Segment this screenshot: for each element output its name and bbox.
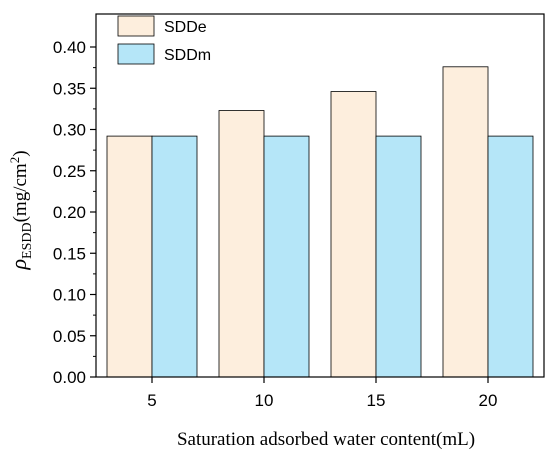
y-axis-unit-prefix: (mg/cm — [10, 163, 31, 222]
y-tick-label-0.35: 0.35 — [53, 79, 86, 98]
y-tick-label-0.05: 0.05 — [53, 327, 86, 346]
y-tick-label-0.15: 0.15 — [53, 244, 86, 263]
legend-swatch-sddm — [117, 43, 155, 65]
y-tick-label-0.00: 0.00 — [53, 368, 86, 387]
bar-sddm-5 — [151, 135, 198, 378]
y-tick-label-0.40: 0.40 — [53, 38, 86, 57]
y-tick-label-0.30: 0.30 — [53, 121, 86, 140]
bar-sddm-15 — [375, 135, 422, 378]
x-tick-label-20: 20 — [479, 391, 498, 410]
y-tick-label-0.10: 0.10 — [53, 286, 86, 305]
bars-layer — [106, 66, 534, 378]
bar-sdde-20 — [442, 66, 489, 378]
x-tick-label-15: 15 — [367, 391, 386, 410]
legend-swatch-sdde — [117, 15, 155, 37]
y-tick-label-0.25: 0.25 — [53, 162, 86, 181]
bar-sddm-20 — [487, 135, 534, 378]
legend-label-sddm: SDDm — [164, 47, 211, 64]
y-axis-unit-superscript: 2 — [7, 157, 22, 164]
bar-sdde-15 — [330, 91, 377, 378]
x-tick-label-5: 5 — [147, 391, 156, 410]
bar-sdde-5 — [106, 135, 153, 378]
y-axis-unit-suffix: ) — [10, 150, 31, 156]
plot-frame — [95, 13, 545, 378]
y-axis-symbol: ρ — [6, 259, 31, 271]
legend-label-sdde: SDDe — [164, 19, 207, 36]
y-ticks-layer: 0.00 0.05 0.10 0.15 0.20 0.25 0.30 0.35 0.40 — [53, 38, 96, 387]
y-axis-subscript: ESDD — [20, 222, 35, 259]
x-ticks-layer: 5 10 15 20 — [147, 377, 497, 410]
axes-layer — [95, 13, 545, 378]
bar-sdde-10 — [218, 110, 265, 378]
x-tick-label-10: 10 — [255, 391, 274, 410]
y-tick-label-0.20: 0.20 — [53, 203, 86, 222]
y-axis-title: ρESDD(mg/cm2) — [6, 150, 35, 270]
x-axis-title: Saturation adsorbed water content(mL) — [177, 429, 475, 450]
legend: SDDe SDDm — [117, 15, 211, 65]
bar-sddm-10 — [263, 135, 310, 378]
